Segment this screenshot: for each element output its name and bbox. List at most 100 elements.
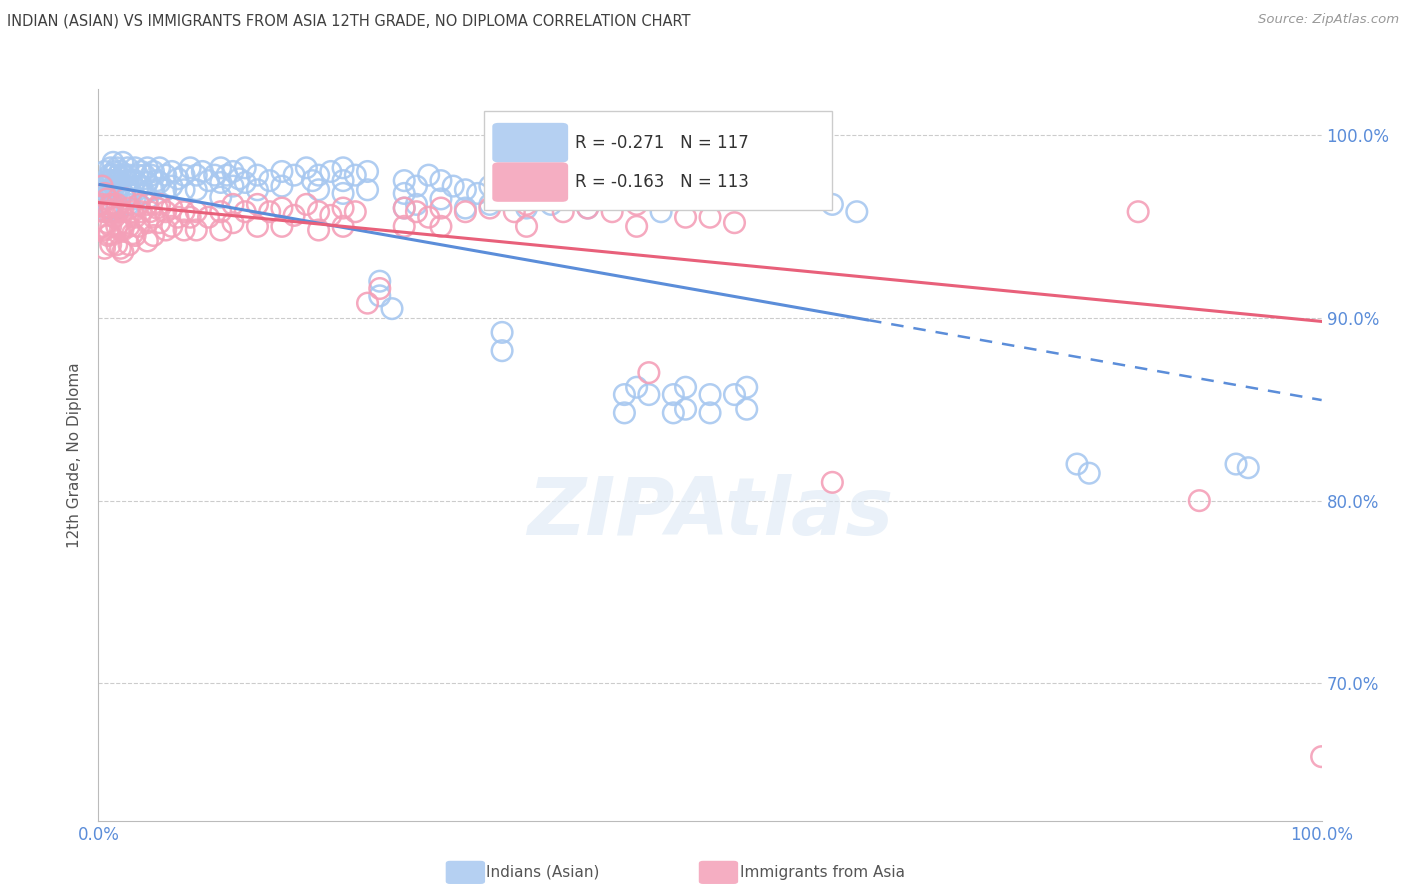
Point xyxy=(98,204,121,219)
Point xyxy=(114,168,136,182)
Point xyxy=(503,204,526,219)
Point xyxy=(332,161,354,175)
Point xyxy=(215,168,238,182)
Point xyxy=(118,168,141,182)
Text: Immigrants from Asia: Immigrants from Asia xyxy=(740,865,904,880)
Point xyxy=(576,183,599,197)
Point xyxy=(105,197,128,211)
Point xyxy=(270,201,294,215)
Point xyxy=(576,201,599,215)
Point xyxy=(129,204,152,219)
Point xyxy=(430,174,453,188)
Point xyxy=(1225,457,1247,471)
Point xyxy=(332,174,354,188)
Point xyxy=(735,402,758,417)
Point xyxy=(675,211,697,225)
Point xyxy=(259,204,281,219)
Point xyxy=(527,186,550,201)
Point xyxy=(142,183,165,197)
Point xyxy=(96,216,118,230)
Point xyxy=(118,219,141,234)
Point xyxy=(101,174,124,188)
Point xyxy=(136,234,159,248)
Point xyxy=(100,186,122,201)
Point xyxy=(283,208,305,222)
Text: R = -0.271   N = 117: R = -0.271 N = 117 xyxy=(575,134,749,152)
Point xyxy=(209,176,232,190)
Point xyxy=(100,201,122,215)
Point xyxy=(699,211,721,225)
Point xyxy=(356,164,378,178)
Point xyxy=(136,197,159,211)
Point xyxy=(332,201,354,215)
Point xyxy=(167,171,190,186)
Point xyxy=(191,164,214,178)
Point xyxy=(503,186,526,201)
Text: R = -0.163   N = 113: R = -0.163 N = 113 xyxy=(575,173,749,191)
Point xyxy=(540,179,562,194)
Point xyxy=(107,204,129,219)
Point xyxy=(110,241,132,255)
Point xyxy=(332,186,354,201)
Point xyxy=(197,174,219,188)
Point xyxy=(124,161,146,175)
Point xyxy=(100,197,122,211)
Point xyxy=(1078,467,1101,481)
Point xyxy=(98,197,121,211)
Point xyxy=(332,219,354,234)
Point xyxy=(91,197,114,211)
Point xyxy=(127,183,149,197)
Point xyxy=(441,179,464,194)
Point xyxy=(344,204,367,219)
Point xyxy=(124,192,146,206)
Point xyxy=(91,219,114,234)
Point xyxy=(295,161,318,175)
Point xyxy=(94,179,117,194)
Point xyxy=(638,366,661,380)
Point xyxy=(101,204,124,219)
Point xyxy=(117,161,139,175)
Point xyxy=(233,176,256,190)
Point xyxy=(259,174,281,188)
Point xyxy=(160,219,183,234)
Point xyxy=(124,211,146,225)
Point xyxy=(105,219,128,234)
Point xyxy=(127,168,149,182)
Point xyxy=(392,219,416,234)
Point xyxy=(515,183,537,197)
Point xyxy=(118,197,141,211)
Point xyxy=(246,197,269,211)
Point xyxy=(111,204,134,219)
Point xyxy=(283,168,305,182)
Point xyxy=(308,223,330,237)
Point xyxy=(478,201,501,215)
Point xyxy=(98,168,121,182)
Text: Indians (Asian): Indians (Asian) xyxy=(486,865,600,880)
Point xyxy=(167,211,190,225)
Point xyxy=(97,186,120,201)
Point xyxy=(222,216,245,230)
Point xyxy=(600,186,623,201)
Point xyxy=(209,223,232,237)
Point xyxy=(111,244,134,259)
Point xyxy=(301,174,323,188)
Point xyxy=(209,190,232,204)
Point xyxy=(179,161,201,175)
Point xyxy=(105,161,128,175)
Point xyxy=(430,219,453,234)
Y-axis label: 12th Grade, No Diploma: 12th Grade, No Diploma xyxy=(67,362,83,548)
FancyBboxPatch shape xyxy=(492,123,568,162)
Point xyxy=(515,201,537,215)
Point xyxy=(128,219,150,234)
Point xyxy=(467,186,489,201)
Point xyxy=(454,183,477,197)
Point xyxy=(270,219,294,234)
Point xyxy=(295,197,318,211)
Point xyxy=(650,204,672,219)
Point xyxy=(478,179,501,194)
Point xyxy=(576,201,599,215)
Point xyxy=(160,179,183,194)
Point xyxy=(356,183,378,197)
Point xyxy=(139,204,162,219)
Point xyxy=(368,289,391,303)
